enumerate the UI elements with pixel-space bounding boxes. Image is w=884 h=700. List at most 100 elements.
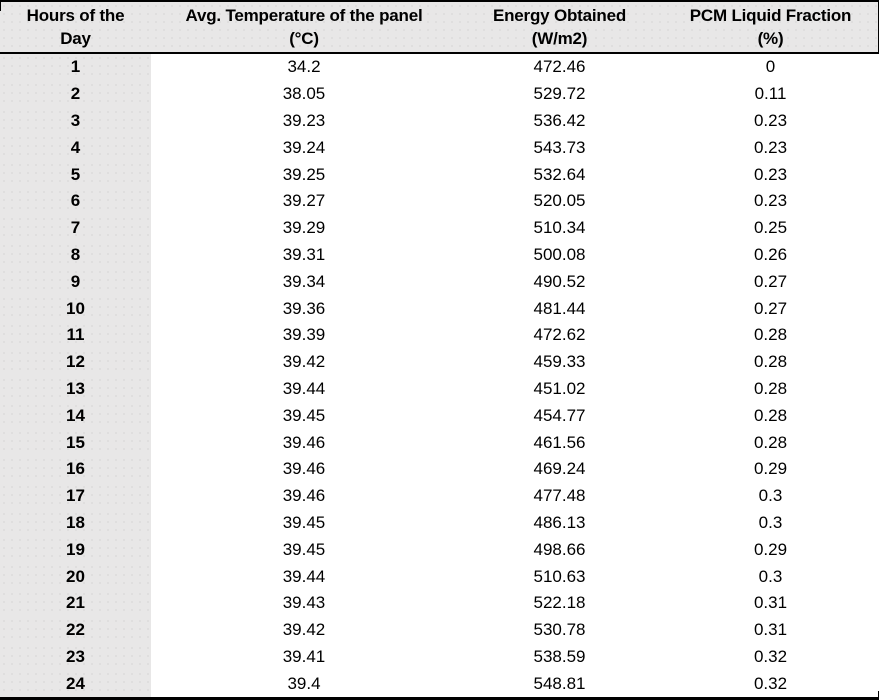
cell-pcm-liquid-fraction: 0.23 (753, 191, 788, 211)
cell-pcm-liquid-fraction: 0.29 (753, 539, 788, 559)
table-row: 24 39.4 548.81 0.32 (0, 670, 879, 698)
column-header-energy-obtained-line1: Energy Obtained (492, 6, 627, 25)
table-gridline-tick-top-left (0, 2, 1, 11)
column-header-energy-obtained: Energy Obtained (W/m2) (457, 2, 662, 52)
cell-hour: 21 (0, 589, 151, 617)
cell-pcm-liquid-fraction: 0.27 (753, 298, 788, 318)
cell-pcm-liquid-fraction: 0.26 (753, 244, 788, 264)
table-row: 16 39.46 469.24 0.29 (0, 455, 879, 483)
cell-pcm-liquid-fraction: 0.3 (758, 566, 783, 586)
cell-energy-obtained: 461.56 (533, 432, 586, 452)
cell-pcm-liquid-fraction: 0.23 (753, 164, 788, 184)
cell-pcm-liquid-fraction: 0 (765, 57, 776, 77)
cell-energy-obtained: 498.66 (533, 539, 586, 559)
cell-energy-obtained: 500.08 (533, 244, 586, 264)
cell-avg-temperature: 39.42 (282, 620, 326, 640)
table-row: 6 39.27 520.05 0.23 (0, 187, 879, 215)
cell-energy-obtained: 543.73 (533, 137, 586, 157)
cell-pcm-liquid-fraction: 0.29 (753, 459, 788, 479)
cell-hour: 5 (0, 161, 151, 188)
cell-avg-temperature: 39.45 (282, 405, 326, 425)
cell-pcm-liquid-fraction: 0.3 (758, 512, 783, 532)
cell-avg-temperature: 39.46 (282, 486, 326, 506)
table-row: 19 39.45 498.66 0.29 (0, 536, 879, 564)
cell-hour: 22 (0, 616, 151, 644)
cell-avg-temperature: 39.45 (282, 512, 326, 532)
cell-energy-obtained: 530.78 (533, 620, 586, 640)
cell-pcm-liquid-fraction: 0.28 (753, 405, 788, 425)
table-row: 17 39.46 477.48 0.3 (0, 482, 879, 510)
cell-pcm-liquid-fraction: 0.27 (753, 271, 788, 291)
cell-avg-temperature: 38.05 (282, 84, 326, 104)
cell-energy-obtained: 538.59 (533, 646, 586, 666)
cell-avg-temperature: 39.31 (282, 244, 326, 264)
table-row: 9 39.34 490.52 0.27 (0, 268, 879, 296)
cell-hour: 15 (0, 429, 151, 456)
cell-hour: 7 (0, 214, 151, 242)
cell-avg-temperature: 39.24 (282, 137, 326, 157)
cell-hour: 16 (0, 455, 151, 483)
table-row: 3 39.23 536.42 0.23 (0, 107, 879, 135)
cell-avg-temperature: 39.39 (282, 325, 326, 345)
cell-avg-temperature: 39.46 (282, 432, 326, 452)
table-row: 5 39.25 532.64 0.23 (0, 161, 879, 188)
cell-avg-temperature: 39.42 (282, 352, 326, 372)
cell-avg-temperature: 39.27 (282, 191, 326, 211)
cell-avg-temperature: 39.44 (282, 378, 326, 398)
cell-energy-obtained: 486.13 (533, 512, 586, 532)
cell-avg-temperature: 39.29 (282, 218, 326, 238)
table-row: 2 38.05 529.72 0.11 (0, 80, 879, 108)
table-row: 13 39.44 451.02 0.28 (0, 375, 879, 403)
cell-energy-obtained: 510.63 (533, 566, 586, 586)
cell-energy-obtained: 510.34 (533, 218, 586, 238)
cell-energy-obtained: 469.24 (533, 459, 586, 479)
cell-pcm-liquid-fraction: 0.31 (753, 620, 788, 640)
cell-energy-obtained: 472.46 (533, 57, 586, 77)
cell-energy-obtained: 451.02 (533, 378, 586, 398)
table-header-row: Hours of the Day Avg. Temperature of the… (0, 2, 879, 54)
table-row: 1 34.2 472.46 0 (0, 54, 879, 81)
column-header-pcm-liquid-fraction-line2: (%) (757, 29, 784, 48)
cell-hour: 11 (0, 321, 151, 349)
cell-hour: 17 (0, 482, 151, 510)
cell-hour: 2 (0, 80, 151, 108)
cell-avg-temperature: 39.44 (282, 566, 326, 586)
cell-hour: 3 (0, 107, 151, 135)
cell-pcm-liquid-fraction: 0.3 (758, 486, 783, 506)
cell-hour: 9 (0, 268, 151, 296)
cell-avg-temperature: 39.4 (287, 673, 321, 693)
cell-avg-temperature: 34.2 (287, 57, 321, 77)
table-row: 11 39.39 472.62 0.28 (0, 321, 879, 349)
column-header-hours: Hours of the Day (0, 2, 151, 52)
cell-pcm-liquid-fraction: 0.28 (753, 432, 788, 452)
cell-pcm-liquid-fraction: 0.28 (753, 325, 788, 345)
cell-pcm-liquid-fraction: 0.32 (753, 673, 788, 693)
cell-energy-obtained: 548.81 (533, 673, 586, 693)
cell-energy-obtained: 454.77 (533, 405, 586, 425)
cell-energy-obtained: 481.44 (533, 298, 586, 318)
table-row: 23 39.41 538.59 0.32 (0, 643, 879, 671)
cell-pcm-liquid-fraction: 0.25 (753, 218, 788, 238)
table-row: 15 39.46 461.56 0.28 (0, 429, 879, 456)
cell-hour: 4 (0, 134, 151, 162)
table-row: 7 39.29 510.34 0.25 (0, 214, 879, 242)
cell-hour: 10 (0, 295, 151, 322)
column-header-pcm-liquid-fraction: PCM Liquid Fraction (%) (662, 2, 879, 52)
table-row: 21 39.43 522.18 0.31 (0, 589, 879, 617)
cell-pcm-liquid-fraction: 0.28 (753, 378, 788, 398)
table-row: 20 39.44 510.63 0.3 (0, 563, 879, 590)
table-row: 8 39.31 500.08 0.26 (0, 241, 879, 269)
cell-hour: 18 (0, 509, 151, 537)
cell-energy-obtained: 477.48 (533, 486, 586, 506)
cell-pcm-liquid-fraction: 0.23 (753, 137, 788, 157)
cell-energy-obtained: 472.62 (533, 325, 586, 345)
cell-pcm-liquid-fraction: 0.28 (753, 352, 788, 372)
cell-hour: 13 (0, 375, 151, 403)
cell-hour: 20 (0, 563, 151, 590)
cell-energy-obtained: 522.18 (533, 593, 586, 613)
cell-hour: 14 (0, 402, 151, 430)
cell-hour: 24 (0, 670, 151, 698)
cell-pcm-liquid-fraction: 0.11 (754, 84, 787, 104)
